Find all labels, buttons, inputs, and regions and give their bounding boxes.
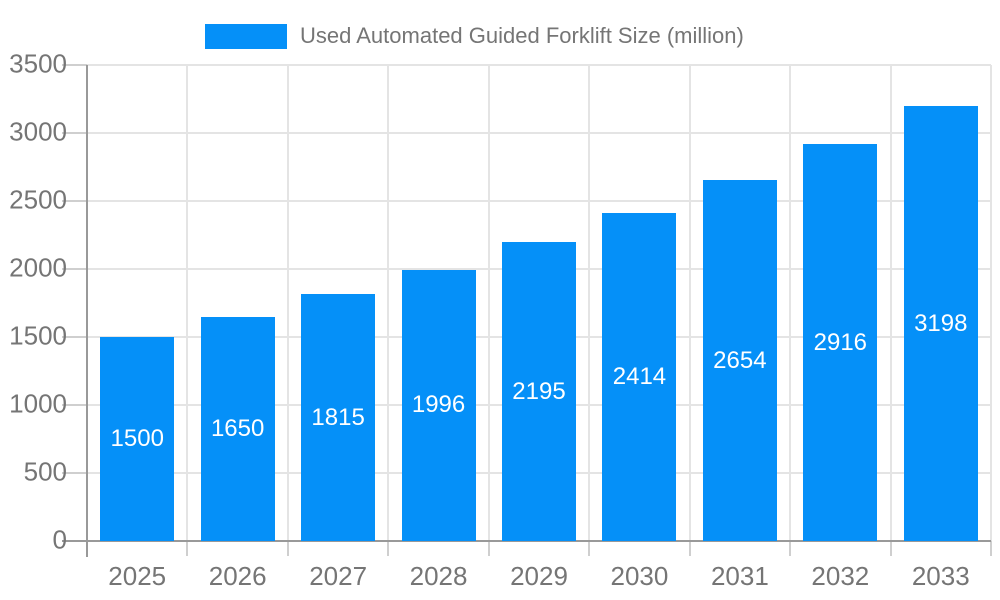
gridline-vertical [186,65,189,541]
legend[interactable]: Used Automated Guided Forklift Size (mil… [205,23,744,49]
legend-label: Used Automated Guided Forklift Size (mil… [300,23,744,48]
bar-value-label: 2654 [713,346,767,374]
y-axis-tick [62,200,87,202]
bar-value-label: 1815 [311,403,365,431]
bar[interactable] [602,212,677,541]
y-axis-tick [62,268,87,270]
x-axis-tick-label: 2029 [510,561,568,591]
gridline-horizontal [87,132,991,134]
bar[interactable] [502,242,576,541]
gridline-vertical [889,65,892,541]
y-axis-tick [62,336,87,338]
bar-value-label: 1650 [210,414,265,442]
bar[interactable] [301,294,376,541]
y-axis-tick-label: 3000 [9,116,67,147]
x-axis-tick [487,541,490,556]
gridline-vertical [286,65,289,541]
bar-value-label: 2195 [512,377,566,405]
x-axis-tick-label: 2031 [710,561,769,591]
bar-value-label: 3198 [914,309,968,337]
legend-swatch[interactable] [205,23,287,49]
bar-value-label: 2414 [612,362,667,390]
y-axis-tick [62,64,87,66]
x-axis-tick [387,541,390,556]
bar[interactable] [803,144,878,541]
bar[interactable] [401,269,476,541]
x-axis-tick-label: 2025 [108,561,167,591]
y-axis-tick [62,132,87,134]
gridline-horizontal [87,64,991,66]
bar-value-label: 1500 [110,425,164,452]
y-axis-tick-label: 1500 [9,320,67,351]
bar-value-label: 1996 [411,391,466,419]
bar[interactable] [100,337,175,541]
x-axis-tick-label: 2026 [208,561,267,591]
x-axis-tick [286,541,289,556]
x-axis-tick [789,541,792,556]
x-axis-tick [186,541,189,556]
gridline-vertical [688,65,691,541]
bar[interactable] [903,106,978,541]
bar[interactable] [702,180,777,541]
y-axis-tick-label: 2000 [9,252,67,283]
gridline-horizontal [87,200,991,202]
x-axis-tick [990,541,992,556]
y-axis-tick [62,404,87,406]
x-axis-tick [588,541,591,556]
gridline-vertical [387,65,390,541]
x-axis-tick-label: 2033 [911,561,970,591]
x-axis-tick-label: 2028 [409,561,468,591]
gridline-vertical [588,65,591,541]
y-axis-tick-label: 3500 [9,48,67,79]
y-axis-line [86,65,88,557]
y-axis-tick-label: 0 [52,524,67,555]
gridline-vertical [789,65,792,541]
y-axis-tick-label: 500 [23,456,67,487]
x-axis-tick-label: 2030 [610,561,669,591]
gridline-vertical [990,65,992,541]
y-axis-tick-label: 1000 [9,388,67,419]
x-axis-tick [688,541,691,556]
x-axis-tick-label: 2027 [309,561,368,591]
x-axis-tick-label: 2032 [811,561,870,591]
y-axis-tick-label: 2500 [9,184,67,215]
x-axis-line [87,540,991,542]
y-axis-tick [62,472,87,474]
bar[interactable] [200,316,275,541]
y-axis-tick [62,540,87,542]
bar-value-label: 2916 [813,328,868,356]
x-axis-tick [889,541,892,556]
gridline-vertical [487,65,490,541]
